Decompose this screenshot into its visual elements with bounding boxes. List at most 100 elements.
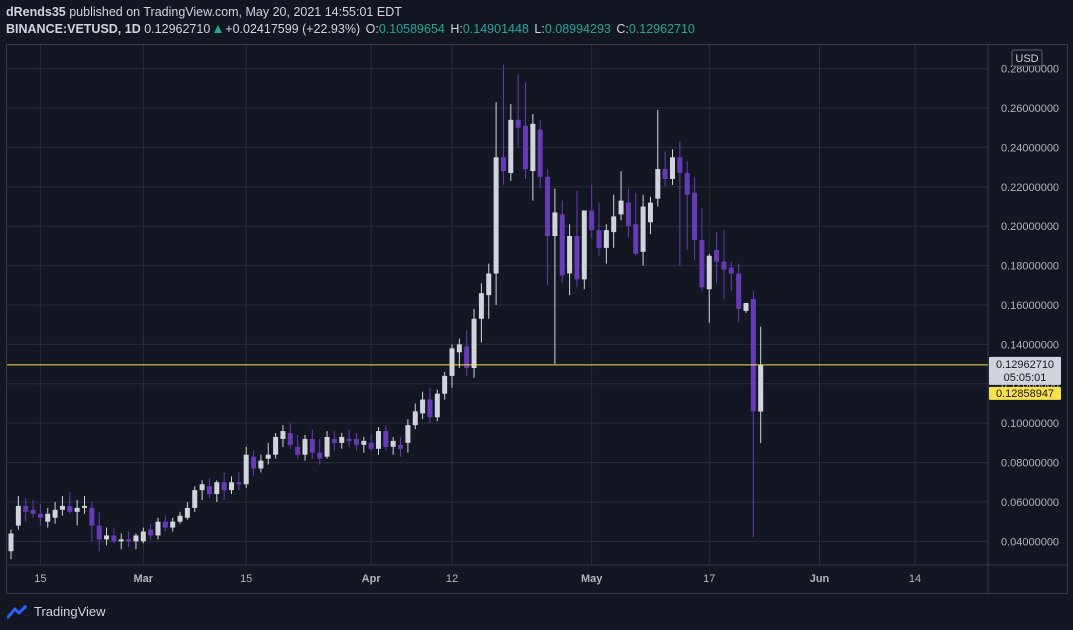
candle-body <box>236 482 242 485</box>
candle-body <box>442 375 448 394</box>
candle-body <box>464 346 470 369</box>
y-tick-label: 0.04000000 <box>1001 536 1059 548</box>
x-tick-label: 15 <box>240 573 252 585</box>
candle-body <box>383 431 389 447</box>
y-tick-label: 0.20000000 <box>1001 221 1059 233</box>
tradingview-logo-icon[interactable] <box>7 605 31 619</box>
y-tick-label: 0.08000000 <box>1001 458 1059 470</box>
candle-body <box>493 157 499 274</box>
candle-body <box>96 525 102 540</box>
high-label: H: <box>450 22 463 36</box>
candle-body <box>258 460 264 469</box>
candle-body <box>302 438 308 455</box>
candle-body <box>456 344 462 353</box>
candle-body <box>118 539 124 542</box>
candle-body <box>214 482 220 495</box>
candle-body <box>434 393 440 418</box>
open-value: 0.10589654 <box>378 22 445 36</box>
candle-body <box>324 436 330 457</box>
candle-body <box>515 119 521 128</box>
candle-body <box>699 240 705 288</box>
currency-label: USD <box>1015 53 1038 65</box>
y-tick-label: 0.06000000 <box>1001 497 1059 509</box>
candle-body <box>398 444 404 449</box>
y-tick-label: 0.24000000 <box>1001 142 1059 154</box>
candle-body <box>317 452 323 459</box>
low-label: L: <box>534 22 545 36</box>
candle-body <box>662 169 668 179</box>
candle-body <box>155 521 161 536</box>
candle-body <box>140 531 146 542</box>
candle-body <box>199 484 205 491</box>
y-tick-label: 0.16000000 <box>1001 300 1059 312</box>
candle-body <box>221 482 227 491</box>
candle-body <box>30 509 36 514</box>
candle-body <box>537 129 543 177</box>
candle-body <box>633 224 639 254</box>
candle-body <box>471 318 477 369</box>
candle-body <box>552 212 558 237</box>
candle-body <box>625 202 631 227</box>
last-price-badge <box>989 356 1061 385</box>
candle-body <box>449 348 455 376</box>
candle-body <box>368 442 374 449</box>
tradingview-brand[interactable]: TradingView <box>34 604 106 619</box>
low-value: 0.08994293 <box>544 22 611 36</box>
candle-body <box>111 535 117 542</box>
candle-body <box>273 436 279 455</box>
candle-body <box>280 431 286 439</box>
y-tick-label: 0.14000000 <box>1001 339 1059 351</box>
candle-body <box>339 436 345 443</box>
candle-body <box>133 535 139 542</box>
candle-body <box>603 230 609 248</box>
close-value: 0.12962710 <box>628 22 695 36</box>
y-tick-label: 0.10000000 <box>1001 418 1059 430</box>
candle-body <box>390 440 396 447</box>
candle-body <box>104 535 110 540</box>
footer <box>0 595 1073 630</box>
candle-body <box>170 521 176 528</box>
candle-body <box>500 157 506 172</box>
candle-body <box>640 206 646 252</box>
candle-body <box>427 399 433 418</box>
candle-body <box>23 505 29 512</box>
candle-body <box>89 507 95 526</box>
candle-body <box>714 249 720 262</box>
candle-body <box>287 433 293 445</box>
x-tick-label: Apr <box>362 573 382 585</box>
candle-body <box>655 169 661 199</box>
author-name[interactable]: dRends35 <box>6 5 66 19</box>
symbol-label[interactable]: BINANCE:VETUSD, 1D <box>6 22 141 36</box>
candle-body <box>721 261 727 270</box>
candle-body <box>295 446 301 455</box>
candle-body <box>15 505 21 526</box>
candle-body <box>677 157 683 174</box>
candle-body <box>589 210 595 231</box>
currency-badge <box>1011 49 1043 67</box>
candle-body <box>331 438 337 443</box>
up-arrow-icon <box>214 25 223 34</box>
candle-body <box>618 200 624 215</box>
candle-body <box>67 505 73 512</box>
candle-body <box>82 505 87 508</box>
candle-body <box>361 440 367 445</box>
candle-body <box>728 267 734 274</box>
candle-body <box>567 236 573 274</box>
candle-body <box>559 214 565 276</box>
candle-body <box>743 303 749 311</box>
candle-body <box>177 515 183 522</box>
y-tick-label: 0.26000000 <box>1001 103 1059 115</box>
candle-body <box>74 507 80 512</box>
chart-frame <box>6 44 1068 594</box>
x-tick-label: 14 <box>909 573 921 585</box>
candle-body <box>59 505 65 510</box>
candle-body <box>758 364 764 412</box>
chart-header: dRends35 published on TradingView.com, M… <box>0 0 1073 42</box>
candle-body <box>184 507 190 518</box>
candle-body <box>353 438 359 445</box>
candle-body <box>486 273 492 296</box>
x-tick-label: 15 <box>34 573 46 585</box>
candle-body <box>670 157 675 179</box>
open-label: O: <box>365 22 379 36</box>
